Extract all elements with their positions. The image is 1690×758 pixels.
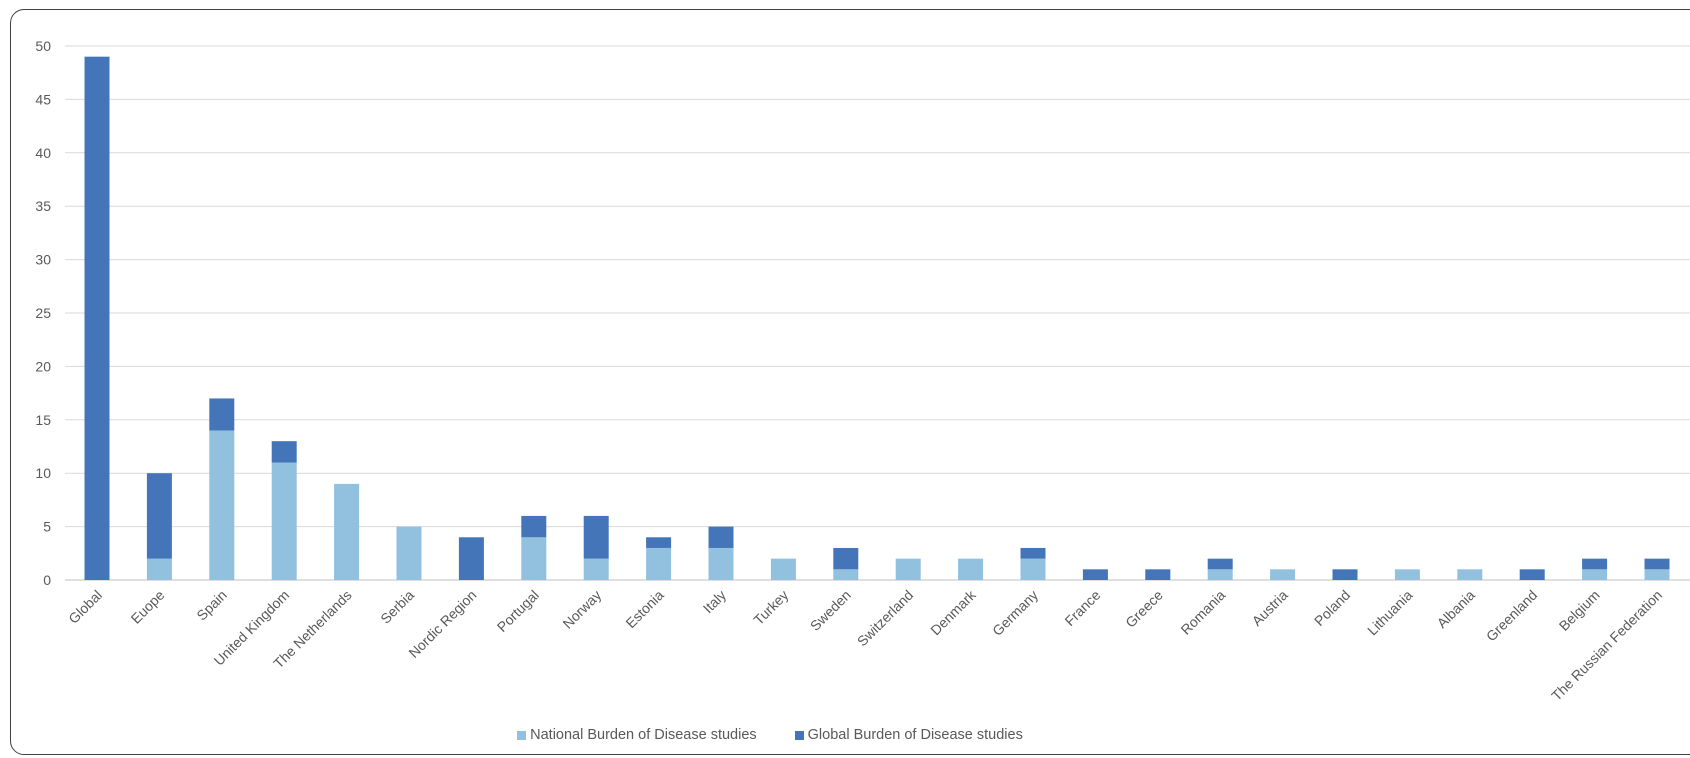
bar-national[interactable] xyxy=(1582,569,1608,580)
y-axis-ticks: 0 5 10 15 20 25 30 35 40 45 50 xyxy=(35,38,51,588)
bar-national[interactable] xyxy=(958,558,984,580)
x-tick-label: Denmark xyxy=(927,586,979,638)
bar-national[interactable] xyxy=(583,558,609,580)
bar-global[interactable] xyxy=(84,56,110,581)
x-tick-label: Germany xyxy=(989,587,1041,639)
bar-global[interactable] xyxy=(1332,569,1358,580)
x-tick-label: Switzerland xyxy=(854,587,916,649)
bar-national[interactable] xyxy=(1394,569,1420,580)
bar-global[interactable] xyxy=(708,526,734,548)
bar-global[interactable] xyxy=(1082,569,1108,580)
bar-global[interactable] xyxy=(1644,558,1670,570)
x-tick-label: Spain xyxy=(193,587,230,624)
y-tick-label: 45 xyxy=(35,91,51,107)
y-tick-label: 25 xyxy=(35,305,51,321)
y-tick-label: 50 xyxy=(35,38,51,54)
y-tick-label: 30 xyxy=(35,252,51,268)
bar-national[interactable] xyxy=(146,558,172,580)
bar-global[interactable] xyxy=(209,398,235,431)
bar-global[interactable] xyxy=(1207,558,1233,570)
y-tick-label: 10 xyxy=(35,465,51,481)
bar-global[interactable] xyxy=(1582,558,1608,570)
bar-global[interactable] xyxy=(583,515,609,559)
x-tick-label: Estonia xyxy=(622,587,666,631)
legend-swatch-national xyxy=(517,730,527,740)
legend: National Burden of Disease studies Globa… xyxy=(0,727,1615,743)
x-tick-label: Sweden xyxy=(807,587,854,634)
bar-national[interactable] xyxy=(1644,569,1670,580)
bar-global[interactable] xyxy=(521,515,547,538)
x-tick-label: Greece xyxy=(1122,587,1166,631)
bars xyxy=(84,56,1670,581)
bar-national[interactable] xyxy=(271,462,297,580)
bar-national[interactable] xyxy=(833,569,859,580)
bar-national[interactable] xyxy=(708,547,734,580)
x-tick-label: Belgium xyxy=(1556,587,1603,634)
x-tick-label: Albania xyxy=(1434,587,1478,631)
x-tick-label: Greenland xyxy=(1483,587,1541,645)
x-tick-label: Euope xyxy=(128,587,168,627)
bar-national[interactable] xyxy=(209,430,235,580)
bar-national[interactable] xyxy=(1207,569,1233,580)
x-tick-label: Turkey xyxy=(750,587,791,628)
y-tick-label: 0 xyxy=(43,572,51,588)
bar-global[interactable] xyxy=(1519,569,1545,580)
x-tick-label: Poland xyxy=(1311,587,1353,629)
y-tick-label: 20 xyxy=(35,358,51,374)
chart-frame xyxy=(10,9,1690,755)
legend-item-national[interactable]: National Burden of Disease studies xyxy=(517,727,757,743)
bar-national[interactable] xyxy=(895,558,921,580)
x-tick-label: Global xyxy=(65,587,105,627)
y-tick-label: 40 xyxy=(35,145,51,161)
legend-label-global: Global Burden of Disease studies xyxy=(807,727,1023,743)
x-tick-label: Austria xyxy=(1249,587,1291,629)
gridlines xyxy=(65,45,1690,581)
y-tick-label: 15 xyxy=(35,412,51,428)
bar-global[interactable] xyxy=(646,537,672,548)
bar-national[interactable] xyxy=(1270,569,1296,580)
x-tick-label: France xyxy=(1061,587,1103,629)
y-tick-label: 35 xyxy=(35,198,51,214)
bar-national[interactable] xyxy=(334,483,360,580)
bar-global[interactable] xyxy=(1145,569,1171,580)
x-tick-label: Portugal xyxy=(494,587,542,635)
x-tick-label: Lithuania xyxy=(1364,587,1416,639)
bar-national[interactable] xyxy=(396,526,422,580)
bar-global[interactable] xyxy=(1020,547,1046,559)
bar-national[interactable] xyxy=(521,537,547,580)
bar-national[interactable] xyxy=(646,547,672,580)
bar-global[interactable] xyxy=(271,441,297,463)
bar-global[interactable] xyxy=(833,547,859,570)
y-tick-label: 5 xyxy=(43,519,51,535)
x-tick-label: Romania xyxy=(1177,587,1228,638)
x-tick-label: Italy xyxy=(700,587,729,616)
legend-item-global[interactable]: Global Burden of Disease studies xyxy=(794,727,1023,743)
bar-global[interactable] xyxy=(458,537,484,580)
x-tick-label: The Russian Federation xyxy=(1548,587,1665,704)
x-tick-label: Norway xyxy=(559,587,604,632)
bar-global[interactable] xyxy=(146,473,172,559)
x-tick-label: Serbia xyxy=(377,587,417,627)
bar-national[interactable] xyxy=(1457,569,1483,580)
legend-swatch-global xyxy=(794,730,804,740)
bar-national[interactable] xyxy=(1020,558,1046,580)
legend-label-national: National Burden of Disease studies xyxy=(530,727,757,743)
bar-national[interactable] xyxy=(770,558,796,580)
